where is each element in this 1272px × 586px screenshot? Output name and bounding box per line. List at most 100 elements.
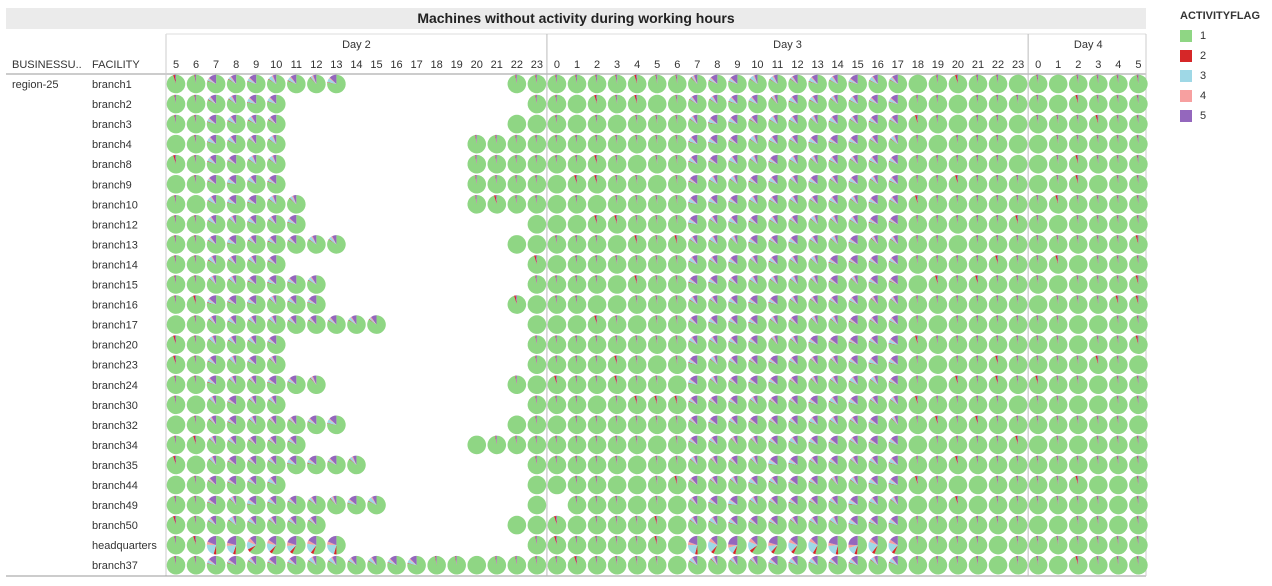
pie-cell[interactable] [848, 415, 867, 435]
pie-cell[interactable] [868, 74, 888, 94]
pie-cell[interactable] [948, 215, 968, 234]
pie-cell[interactable] [246, 174, 266, 194]
pie-cell[interactable] [246, 535, 266, 555]
pie-cell[interactable] [1068, 94, 1088, 114]
pie-cell[interactable] [647, 94, 667, 114]
pie-cell[interactable] [627, 114, 647, 134]
pie-cell[interactable] [1089, 215, 1108, 234]
pie-cell[interactable] [527, 515, 547, 535]
pie-cell[interactable] [1129, 215, 1148, 234]
pie-cell[interactable] [687, 415, 707, 435]
pie-cell[interactable] [728, 94, 747, 114]
pie-cell[interactable] [848, 74, 867, 94]
pie-cell[interactable] [848, 174, 867, 194]
pie-cell[interactable] [186, 235, 206, 254]
pie-cell[interactable] [808, 475, 827, 495]
pie-cell[interactable] [527, 455, 547, 475]
pie-cell[interactable] [948, 174, 968, 194]
pie-cell[interactable] [928, 555, 948, 575]
pie-cell[interactable] [1008, 395, 1028, 415]
pie-cell[interactable] [788, 535, 807, 555]
pie-cell[interactable] [206, 475, 226, 495]
pie-cell[interactable] [547, 555, 567, 575]
pie-cell[interactable] [1109, 535, 1128, 555]
pie-cell[interactable] [788, 174, 807, 194]
pie-cell[interactable] [808, 295, 827, 314]
pie-cell[interactable] [607, 195, 627, 214]
pie-cell[interactable] [307, 535, 326, 555]
pie-cell[interactable] [988, 395, 1008, 415]
pie-cell[interactable] [968, 555, 988, 575]
pie-cell[interactable] [1068, 74, 1088, 94]
pie-cell[interactable] [888, 535, 908, 555]
pie-cell[interactable] [1129, 335, 1148, 354]
pie-cell[interactable] [768, 515, 787, 535]
pie-cell[interactable] [948, 555, 968, 575]
pie-cell[interactable] [327, 74, 346, 94]
pie-cell[interactable] [908, 94, 928, 114]
pie-cell[interactable] [928, 94, 948, 114]
pie-cell[interactable] [1008, 94, 1028, 114]
pie-cell[interactable] [948, 94, 968, 114]
pie-cell[interactable] [186, 455, 206, 475]
pie-cell[interactable] [226, 114, 246, 134]
pie-cell[interactable] [1048, 215, 1068, 234]
pie-cell[interactable] [848, 235, 867, 254]
pie-cell[interactable] [1109, 74, 1128, 94]
pie-cell[interactable] [567, 535, 587, 555]
pie-cell[interactable] [607, 295, 627, 314]
pie-cell[interactable] [948, 315, 968, 334]
pie-cell[interactable] [908, 74, 928, 94]
pie-cell[interactable] [1008, 455, 1028, 475]
pie-cell[interactable] [507, 114, 527, 134]
pie-cell[interactable] [708, 515, 727, 535]
pie-cell[interactable] [1068, 315, 1088, 334]
pie-cell[interactable] [728, 154, 747, 174]
pie-cell[interactable] [768, 395, 787, 415]
pie-cell[interactable] [1068, 235, 1088, 254]
pie-cell[interactable] [968, 355, 988, 374]
pie-cell[interactable] [968, 455, 988, 475]
pie-cell[interactable] [487, 435, 507, 455]
pie-cell[interactable] [347, 455, 366, 475]
pie-cell[interactable] [627, 455, 647, 475]
pie-cell[interactable] [968, 235, 988, 254]
pie-cell[interactable] [547, 295, 567, 314]
pie-cell[interactable] [1048, 535, 1068, 555]
pie-cell[interactable] [1068, 114, 1088, 134]
pie-cell[interactable] [708, 435, 727, 455]
pie-cell[interactable] [287, 555, 306, 575]
pie-cell[interactable] [507, 515, 527, 535]
pie-cell[interactable] [287, 455, 306, 475]
pie-cell[interactable] [1129, 94, 1148, 114]
pie-cell[interactable] [487, 174, 507, 194]
pie-cell[interactable] [908, 555, 928, 575]
pie-cell[interactable] [928, 275, 948, 294]
pie-cell[interactable] [688, 335, 707, 354]
pie-cell[interactable] [547, 475, 567, 495]
pie-cell[interactable] [908, 114, 928, 134]
pie-cell[interactable] [587, 495, 607, 515]
pie-cell[interactable] [206, 295, 226, 314]
pie-cell[interactable] [1068, 335, 1088, 354]
pie-cell[interactable] [748, 215, 767, 234]
pie-cell[interactable] [627, 315, 647, 334]
pie-cell[interactable] [667, 535, 687, 555]
pie-cell[interactable] [788, 315, 807, 334]
pie-cell[interactable] [266, 174, 286, 194]
pie-cell[interactable] [547, 235, 567, 254]
pie-cell[interactable] [988, 555, 1008, 575]
pie-cell[interactable] [908, 475, 928, 495]
pie-cell[interactable] [688, 255, 707, 274]
pie-cell[interactable] [166, 295, 186, 314]
pie-cell[interactable] [347, 555, 366, 575]
pie-cell[interactable] [948, 134, 968, 154]
pie-cell[interactable] [206, 355, 226, 374]
pie-cell[interactable] [788, 395, 807, 415]
pie-cell[interactable] [246, 154, 266, 174]
pie-cell[interactable] [1088, 154, 1108, 174]
pie-cell[interactable] [627, 154, 647, 174]
pie-cell[interactable] [647, 114, 667, 134]
pie-cell[interactable] [768, 74, 787, 94]
pie-cell[interactable] [547, 395, 567, 415]
